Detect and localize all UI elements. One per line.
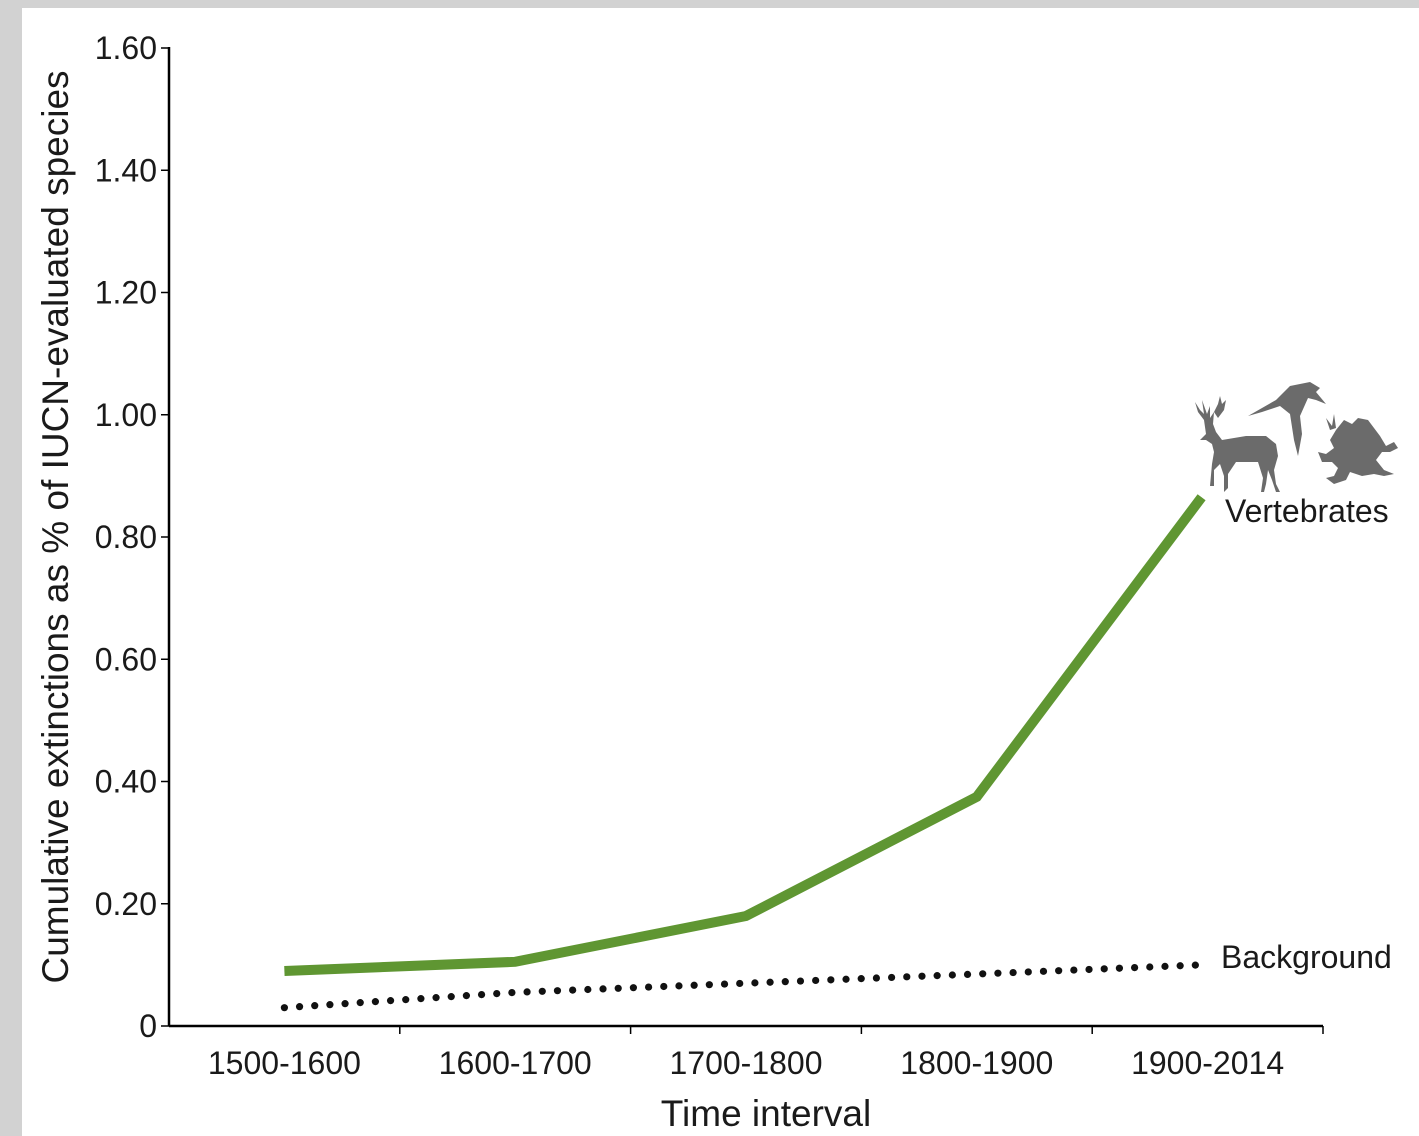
vertebrates-silhouette-icon <box>1195 382 1398 492</box>
background-series-dot <box>1039 967 1048 975</box>
background-series-dot <box>1070 966 1078 974</box>
background-series-dot <box>599 985 607 993</box>
background-series-dot <box>812 976 820 985</box>
background-series-dot <box>356 999 364 1007</box>
background-series-dot <box>508 988 516 997</box>
x-tick-label: 1500-1600 <box>208 1045 361 1081</box>
background-series-dot <box>751 979 759 987</box>
background-series-dot <box>994 969 1002 977</box>
background-series-dot <box>1115 964 1124 972</box>
background-series-dot <box>1161 962 1169 970</box>
background-series-dot <box>614 984 622 992</box>
background-series-dot <box>781 978 789 986</box>
background-series-dot <box>705 981 713 989</box>
chart-frame <box>22 8 1419 1136</box>
background-series-dot <box>963 970 972 979</box>
background-series-dot <box>690 981 698 989</box>
background-series-dot <box>569 986 577 994</box>
background-series-dot <box>872 974 881 982</box>
background-series-dot <box>720 980 729 988</box>
background-series-dot <box>1130 964 1139 972</box>
y-tick-label: 0.60 <box>95 641 157 677</box>
x-tick-label: 1700-1800 <box>669 1045 822 1081</box>
background-series-dot <box>432 994 440 1002</box>
background-series-dot <box>493 990 501 998</box>
background-series-dot <box>402 996 410 1004</box>
background-series-dot <box>553 987 562 995</box>
y-tick-label: 0.80 <box>95 519 157 555</box>
background-series-dot <box>386 997 395 1005</box>
x-axis-title: Time interval <box>661 1093 871 1134</box>
background-series-dot <box>857 975 865 983</box>
background-series-dot <box>523 988 531 996</box>
background-series-dot <box>371 998 380 1006</box>
y-axis-ticks: 0 0.20 0.40 0.60 0.80 1.00 1.20 1.40 1.60 <box>95 30 169 1044</box>
background-series-dot <box>842 975 850 983</box>
y-tick-label: 1.60 <box>95 30 157 66</box>
background-series-dot <box>1055 967 1063 975</box>
background-series-dot <box>903 973 911 981</box>
background-series-dot <box>295 1003 304 1011</box>
background-series-dot <box>644 983 653 991</box>
background-series-dot <box>629 984 638 992</box>
y-tick-label: 0 <box>139 1008 157 1044</box>
background-series-dot <box>538 987 546 995</box>
y-tick-label: 1.00 <box>95 397 157 433</box>
background-series-dot <box>796 977 805 985</box>
background-series-dot <box>447 993 455 1001</box>
background-series-dot <box>311 1002 319 1010</box>
x-tick-label: 1900-2014 <box>1131 1045 1284 1081</box>
background-series-dot <box>462 992 471 1000</box>
background-series-dot <box>326 1001 334 1009</box>
y-axis-title: Cumulative extinctions as % of IUCN-eval… <box>35 70 76 983</box>
background-series-dot <box>1146 963 1154 971</box>
background-series-dot <box>933 972 941 980</box>
y-tick-label: 1.20 <box>95 275 157 311</box>
background-series-dot <box>1176 962 1184 970</box>
series-layer <box>280 494 1206 1012</box>
x-axis-ticks: 1500-1600 1600-1700 1700-1800 1800-1900 1900… <box>208 1026 1324 1081</box>
y-tick-label: 0.40 <box>95 764 157 800</box>
vertebrates-series-line <box>284 494 1206 976</box>
background-series-dot <box>675 982 683 990</box>
series-label-vertebrates: Vertebrates <box>1225 493 1389 529</box>
background-series-dot <box>1100 965 1108 973</box>
background-series-dot <box>1009 968 1017 977</box>
background-series-dot <box>887 973 896 982</box>
background-series-dot <box>1191 961 1199 969</box>
background-series-dot <box>584 985 592 994</box>
series-label-background: Background <box>1221 939 1392 975</box>
background-series-dot <box>918 972 926 980</box>
x-tick-label: 1600-1700 <box>439 1045 592 1081</box>
background-series-dot <box>660 982 668 991</box>
background-series-dot <box>341 1000 349 1008</box>
y-tick-label: 0.20 <box>95 886 157 922</box>
background-series-dot <box>1024 968 1032 976</box>
background-series-dot <box>766 978 774 986</box>
background-series-dot <box>477 991 486 999</box>
background-series-dot <box>1085 965 1093 974</box>
background-series-dot <box>827 976 835 984</box>
background-series-dot <box>948 971 956 979</box>
bird-icon <box>1248 382 1326 456</box>
y-tick-label: 1.40 <box>95 152 157 188</box>
background-series-dot <box>979 970 987 978</box>
deer-icon <box>1195 396 1280 492</box>
x-tick-label: 1800-1900 <box>900 1045 1053 1081</box>
frog-icon <box>1318 414 1398 484</box>
background-series-dot <box>736 979 744 988</box>
background-series-dot <box>417 995 425 1003</box>
background-series-dot <box>280 1004 288 1012</box>
